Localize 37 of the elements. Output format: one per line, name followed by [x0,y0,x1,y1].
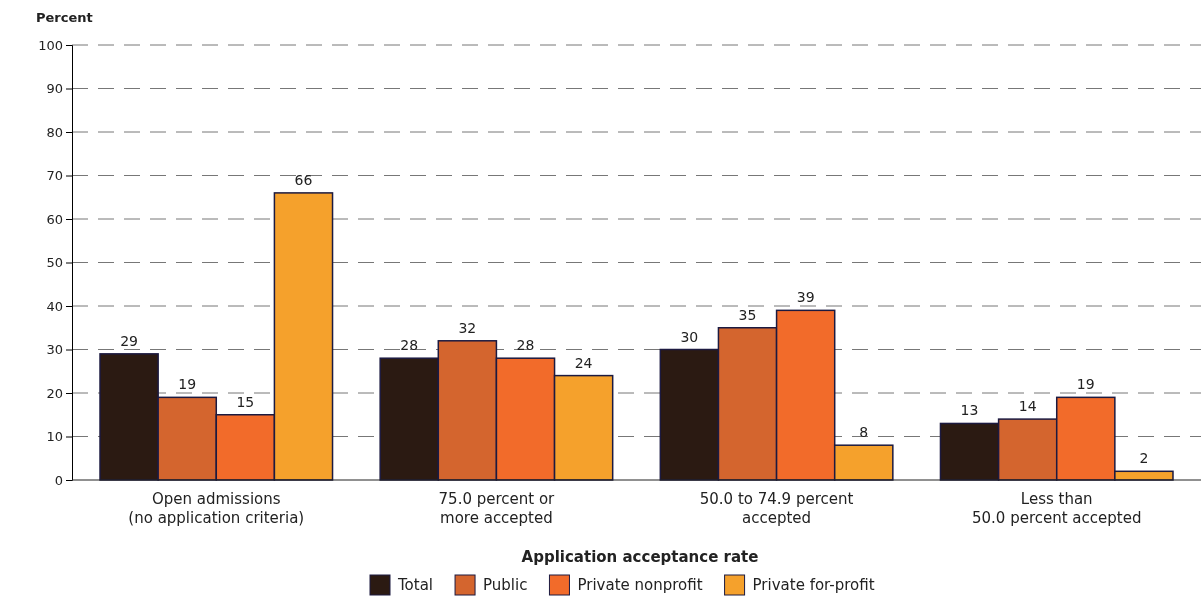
data-label: 24 [574,354,593,371]
data-label: 13 [960,402,979,419]
y-tick-label: 0 [54,472,63,488]
x-axis-title: Application acceptance rate [521,548,759,566]
legend-label: Private nonprofit [577,576,703,594]
y-axis-title: Percent [36,10,93,25]
data-label: 19 [1076,376,1095,393]
data-label: 29 [120,332,138,349]
y-tick-label: 30 [46,342,63,358]
data-label: 30 [680,328,699,345]
data-label: 19 [178,376,197,393]
data-label: 35 [738,306,757,323]
y-tick-label: 70 [46,168,63,184]
x-tick-label: 50.0 to 74.9 percent accepted [699,490,854,527]
x-tick-label: Less than 50.0 percent accepted [972,490,1142,527]
x-tick-label: Open admissions (no application criteria) [128,490,305,527]
y-tick-label: 90 [46,81,63,97]
y-tick-label: 80 [46,124,63,140]
legend-label: Total [397,576,434,594]
data-label: 28 [400,337,419,354]
data-label: 15 [236,393,255,410]
data-label: 66 [294,171,313,188]
y-tick-label: 20 [46,385,63,401]
legend-label: Private for-profit [752,576,875,594]
y-tick-label: 40 [46,298,63,314]
y-tick-label: 100 [38,37,63,53]
data-label: 8 [859,424,869,441]
data-label: 2 [1139,450,1149,467]
data-label: 32 [458,319,477,336]
y-tick-label: 10 [46,429,63,445]
data-label: 39 [796,289,815,306]
legend-label: Public [483,576,528,594]
x-tick-label: 75.0 percent or more accepted [438,490,556,527]
data-label: 28 [516,337,535,354]
y-tick-label: 60 [46,211,63,227]
y-tick-label: 50 [46,255,63,271]
data-label: 14 [1018,398,1037,415]
